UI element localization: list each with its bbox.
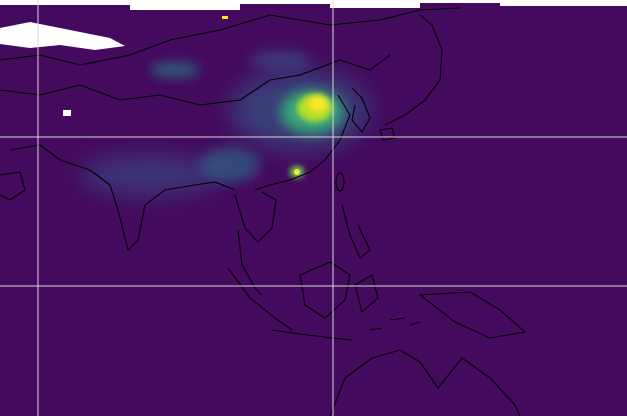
haze (80, 155, 220, 195)
coastline (9, 144, 236, 251)
haze (250, 50, 310, 70)
concentration-field (80, 50, 370, 195)
coastlines (0, 7, 526, 416)
coastline (341, 204, 371, 259)
no-data-area (222, 16, 228, 19)
no-data-area (63, 110, 71, 116)
no-data-area (0, 0, 627, 10)
no-data-area (0, 22, 125, 50)
coastline (234, 191, 277, 243)
coastline (351, 87, 371, 133)
coastline (227, 267, 293, 331)
coastline (335, 172, 345, 192)
coastline (354, 274, 379, 313)
coastline (369, 317, 421, 331)
coastline (271, 329, 353, 341)
coastline (299, 261, 351, 319)
border (0, 54, 391, 106)
hotspot (309, 96, 327, 112)
coastline (0, 171, 26, 201)
coastline (329, 349, 521, 416)
border (0, 7, 461, 66)
coastline (254, 94, 351, 191)
coastline (419, 291, 526, 339)
haze (150, 62, 200, 78)
hotspot (294, 169, 300, 175)
haze (200, 147, 260, 183)
coastline (237, 229, 263, 296)
missing-data (0, 0, 627, 116)
coastline (384, 14, 443, 126)
